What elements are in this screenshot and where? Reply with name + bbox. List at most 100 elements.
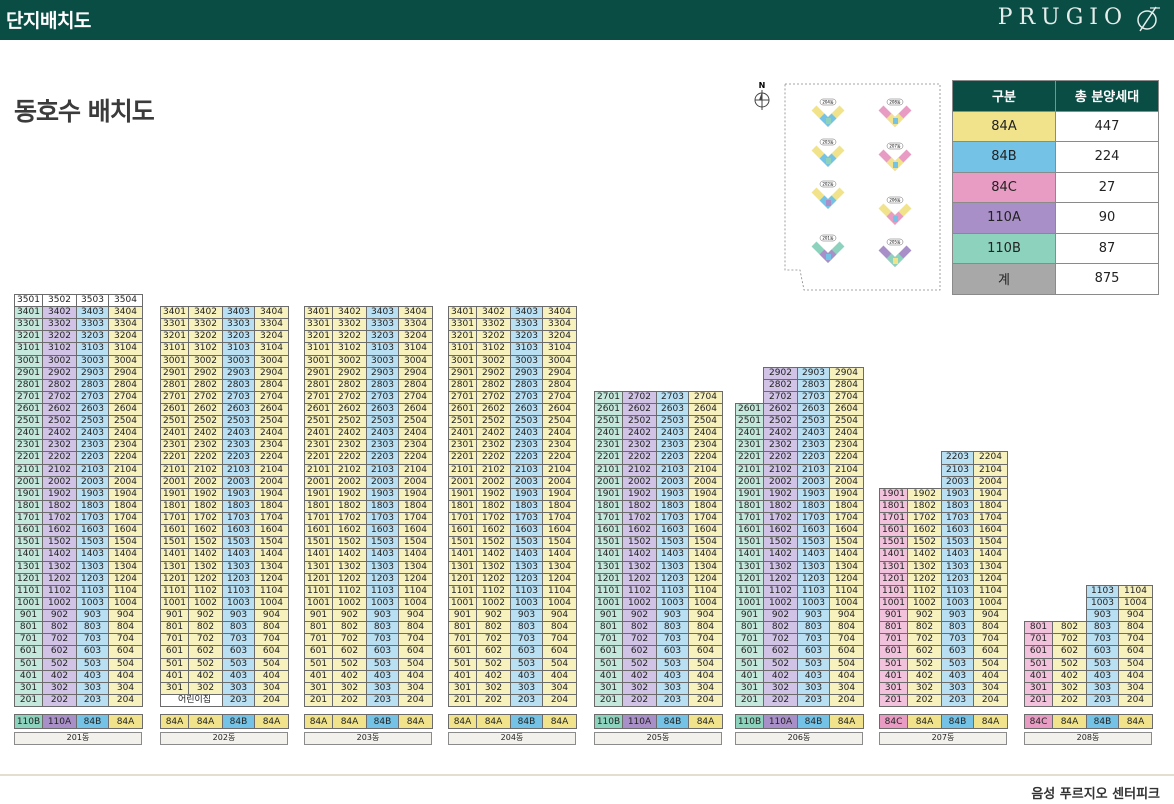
unit-cell: 1603 (76, 524, 109, 538)
unit-cell: 803 (941, 621, 974, 635)
unit-cell: 3103 (222, 342, 255, 356)
unit-type-label: 84B (797, 714, 830, 729)
unit-cell: 2202 (476, 451, 511, 465)
summary-count: 87 (1055, 232, 1159, 264)
unit-cell: 704 (1118, 633, 1153, 647)
unit-cell: 2804 (829, 378, 864, 392)
unit-cell: 2801 (14, 378, 43, 392)
unit-cell: 502 (476, 657, 511, 671)
unit-cell: 1804 (108, 499, 143, 514)
unit-cell: 801 (304, 621, 333, 635)
unit-cell: 1203 (656, 572, 689, 586)
summary-count: 224 (1055, 141, 1159, 173)
unit-cell: 1202 (622, 572, 657, 586)
unit-cell: 802 (42, 621, 77, 635)
unit-cell: 2503 (656, 415, 689, 429)
unit-cell: 303 (941, 681, 974, 695)
unit-cell: 204 (108, 693, 143, 707)
unit-cell: 202 (622, 693, 657, 707)
unit-cell: 201 (594, 693, 623, 707)
unit-cell: 2203 (510, 451, 543, 465)
unit-cell: 1501 (735, 536, 764, 550)
unit-cell: 1903 (510, 487, 543, 501)
unit-cell: 801 (735, 621, 764, 635)
unit-cell: 503 (1086, 657, 1119, 671)
unit-cell: 1203 (797, 572, 830, 586)
unit-cell: 803 (1086, 621, 1119, 635)
unit-cell: 2001 (14, 475, 43, 489)
unit-cell: 1904 (829, 487, 864, 501)
unit-cell: 3402 (332, 306, 367, 320)
unit-cell: 302 (907, 681, 942, 695)
unit-cell: 1004 (254, 596, 289, 611)
unit-cell: 904 (1118, 609, 1153, 623)
unit-cell: 2301 (160, 439, 189, 453)
unit-cell: 2401 (14, 427, 43, 441)
unit-cell: 3004 (108, 354, 143, 368)
section-title: 동호수 배치도 (14, 97, 155, 126)
unit-cell: 2204 (542, 451, 577, 465)
unit-cell: 2604 (688, 403, 723, 417)
unit-cell: 2701 (304, 390, 333, 404)
unit-cell: 2403 (76, 427, 109, 441)
unit-cell: 2404 (398, 427, 433, 441)
unit-cell: 1004 (542, 596, 577, 611)
unit-cell: 1502 (42, 536, 77, 550)
unit-cell: 403 (656, 669, 689, 683)
unit-cell: 2702 (622, 390, 657, 404)
unit-cell: 3003 (510, 354, 543, 368)
unit-cell: 1304 (254, 560, 289, 574)
unit-cell: 1404 (542, 548, 577, 562)
unit-cell: 1201 (304, 572, 333, 586)
prugio-emblem-icon (1137, 6, 1160, 32)
unit-cell: 1304 (688, 560, 723, 574)
unit-cell: 203 (366, 693, 399, 707)
unit-cell: 303 (656, 681, 689, 695)
unit-cell: 1604 (398, 524, 433, 538)
unit-cell: 1901 (594, 487, 623, 501)
unit-cell: 603 (222, 645, 255, 659)
unit-cell: 3302 (332, 318, 367, 332)
site-building: 207동 (878, 142, 912, 171)
unit-cell: 1201 (448, 572, 477, 586)
unit-cell: 2801 (448, 378, 477, 392)
unit-cell: 3301 (14, 318, 43, 332)
unit-type-label: 84A (304, 714, 333, 729)
unit-cell: 2504 (542, 415, 577, 429)
unit-cell: 2903 (366, 366, 399, 380)
unit-cell: 2604 (398, 403, 433, 417)
unit-cell: 2102 (622, 463, 657, 477)
summary-row: 84B 224 (952, 141, 1159, 173)
unit-cell: 1901 (735, 487, 764, 501)
unit-cell: 901 (879, 609, 908, 623)
unit-cell: 3302 (476, 318, 511, 332)
unit-cell: 604 (254, 645, 289, 659)
unit-cell: 1602 (188, 524, 223, 538)
unit-cell: 1103 (797, 584, 830, 598)
unit-type-label: 84A (398, 714, 433, 729)
unit-cell: 2302 (188, 439, 223, 453)
unit-cell: 1602 (42, 524, 77, 538)
unit-cell: 3002 (332, 354, 367, 368)
unit-cell: 3301 (304, 318, 333, 332)
unit-cell: 2201 (448, 451, 477, 465)
unit-cell: 2004 (542, 475, 577, 489)
unit-cell: 402 (42, 669, 77, 683)
unit-cell: 1401 (304, 548, 333, 562)
unit-cell: 1104 (254, 584, 289, 598)
unit-cell: 2603 (656, 403, 689, 417)
unit-cell: 802 (622, 621, 657, 635)
unit-cell: 1004 (108, 596, 143, 611)
unit-cell: 1402 (332, 548, 367, 562)
unit-cell: 801 (448, 621, 477, 635)
unit-cell: 1202 (763, 572, 798, 586)
unit-cell: 2102 (332, 463, 367, 477)
unit-cell: 504 (829, 657, 864, 671)
unit-cell: 1302 (332, 560, 367, 574)
unit-cell: 1303 (941, 560, 974, 574)
unit-cell: 803 (366, 621, 399, 635)
unit-cell: 2402 (476, 427, 511, 441)
unit-cell: 504 (1118, 657, 1153, 671)
site-building-label: 203동 (822, 140, 834, 145)
unit-cell: 2004 (108, 475, 143, 489)
